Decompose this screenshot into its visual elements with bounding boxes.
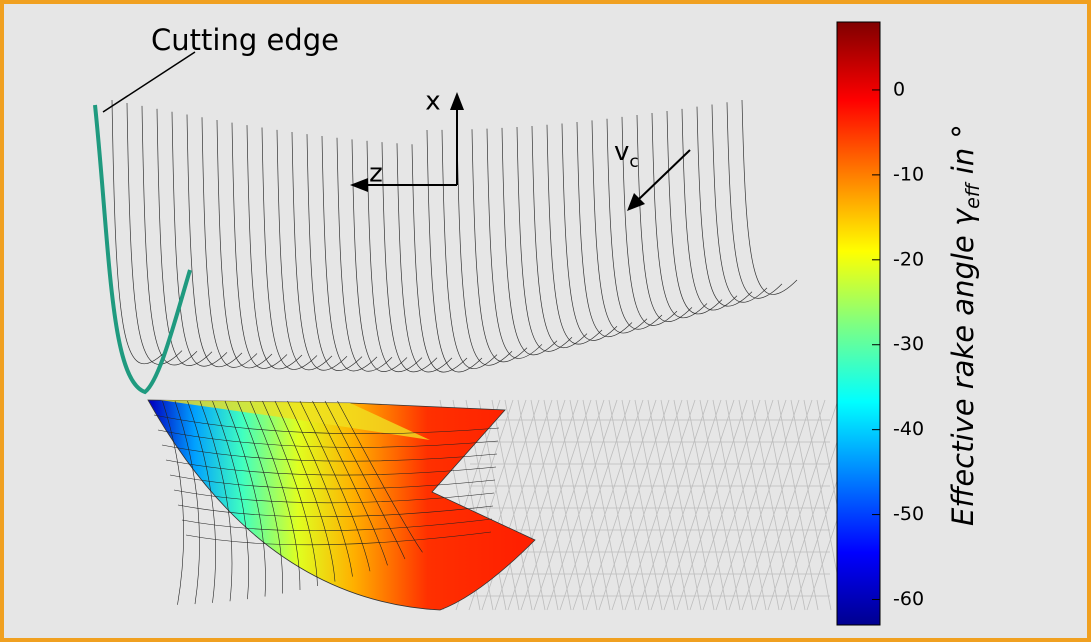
colorbar-tick-label: -10 (893, 163, 924, 185)
colorbar-tick-label: 0 (893, 78, 905, 100)
colorbar-tick-label: -50 (893, 503, 924, 525)
label-symbol: γ (946, 207, 980, 226)
z-label: z (369, 159, 383, 189)
page: Cutting edge x z vc 0-10-20-30-40-50-60 … (0, 0, 1091, 642)
x-label: x (425, 87, 440, 117)
vc-main: v (614, 137, 629, 167)
label-text: Effective rake angle (946, 226, 980, 526)
label-sub: eff (962, 181, 984, 209)
figure: Cutting edge x z vc 0-10-20-30-40-50-60 … (0, 0, 1091, 642)
colorbar (837, 22, 880, 625)
vc-sub: c (629, 152, 638, 172)
colorbar-tick-label: -20 (893, 248, 924, 270)
colorbar-label: Effective rake angle γeff in ° (946, 124, 984, 526)
colorbar-tick-label: -30 (893, 333, 924, 355)
colorbar-tick-label: -60 (893, 588, 924, 610)
label-end: in ° (946, 124, 980, 183)
colorbar-tick-label: -40 (893, 418, 924, 440)
cutting-edge-label: Cutting edge (151, 23, 339, 57)
